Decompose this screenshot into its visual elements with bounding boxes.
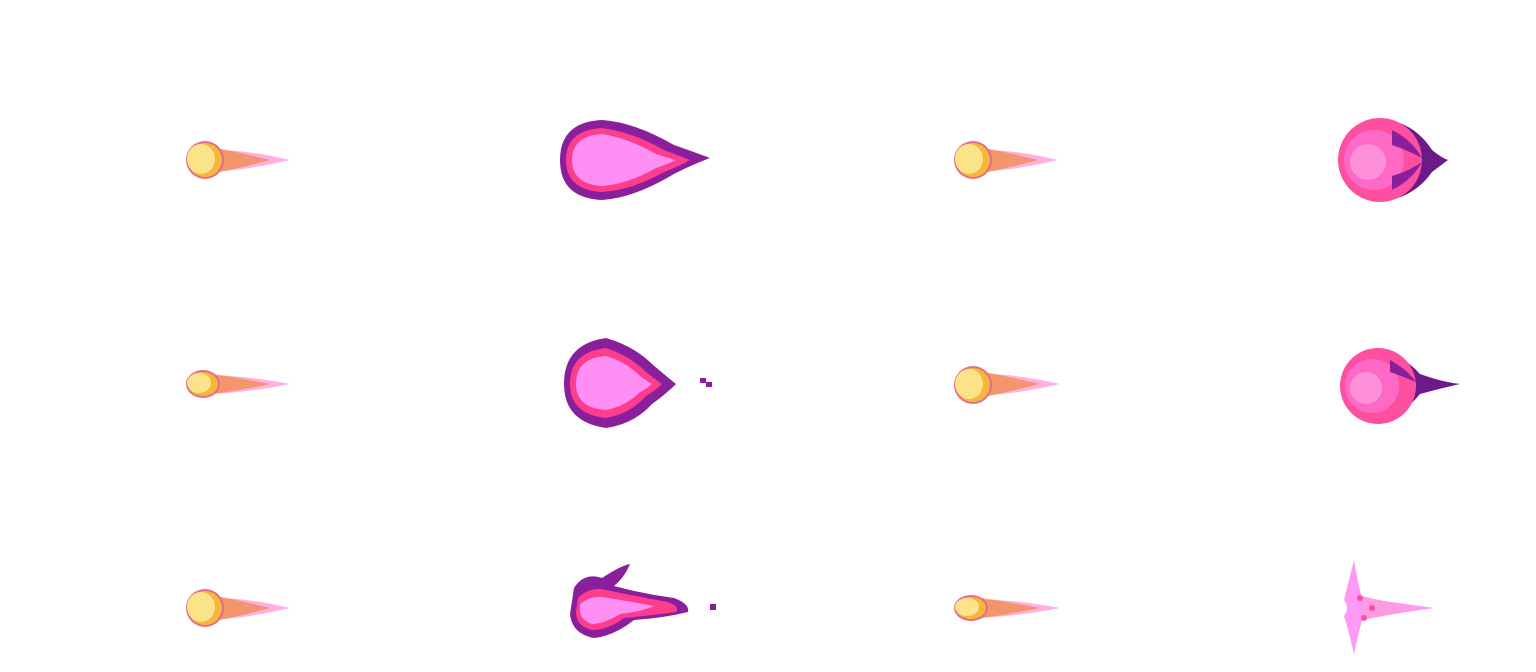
small-yellow-fireball-icon <box>954 141 1058 179</box>
frame-r2-c2 <box>768 448 1152 672</box>
frame-r0-c3 <box>1152 0 1536 224</box>
frame-r2-c0 <box>0 448 384 672</box>
pink-energy-orb-icon <box>1338 118 1448 202</box>
small-yellow-fireball-icon <box>954 595 1060 621</box>
large-pink-fireball-icon <box>564 338 712 428</box>
frame-r0-c2 <box>768 0 1152 224</box>
frame-r1-c1-dissipating <box>384 448 768 672</box>
frame-r0-c0 <box>0 0 384 224</box>
frame-r1-c1 <box>384 224 768 448</box>
pink-energy-orb-icon <box>1340 348 1460 424</box>
frame-r1-c3 <box>1152 224 1536 448</box>
small-yellow-fireball-icon <box>186 141 290 179</box>
dissipating-pink-fireball-icon <box>570 564 716 638</box>
large-pink-fireball-icon <box>560 120 710 200</box>
small-yellow-fireball-icon <box>186 589 290 627</box>
small-yellow-fireball-icon <box>186 370 290 398</box>
small-yellow-fireball-icon <box>954 366 1060 404</box>
frame-r0-c1 <box>384 0 768 224</box>
frame-r2-c3 <box>1152 448 1536 672</box>
fading-pink-burst-icon <box>1344 560 1434 654</box>
frame-r1-c0 <box>0 224 384 448</box>
frame-r1-c2 <box>768 224 1152 448</box>
